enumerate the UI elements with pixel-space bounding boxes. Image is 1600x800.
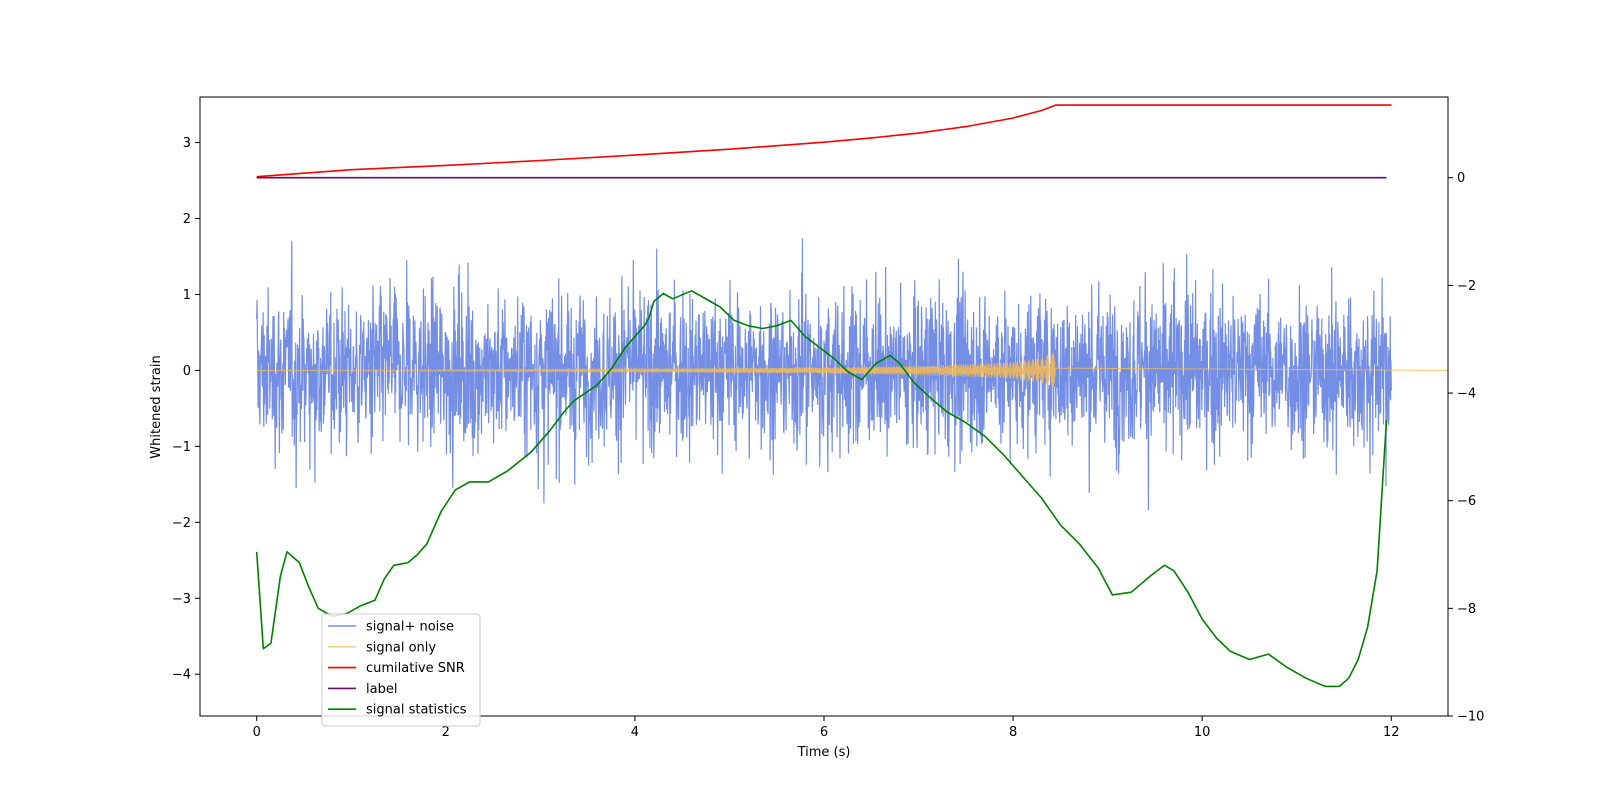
x-tick-label: 2 (442, 725, 450, 740)
y2-tick-label: −4 (1457, 387, 1476, 402)
x-tick-label: 10 (1194, 725, 1211, 740)
series-signal-only (256, 352, 1448, 389)
x-tick-label: 6 (820, 725, 828, 740)
legend-label: label (366, 682, 397, 697)
x-axis-title: Time (s) (797, 745, 851, 760)
legend-label: cumilative SNR (366, 661, 465, 676)
series-signal-statistics (255, 290, 1388, 688)
y-tick-label: −1 (172, 440, 191, 455)
y2-tick-label: −10 (1457, 710, 1484, 725)
plot-area (255, 104, 1448, 688)
y-tick-label: −2 (172, 516, 191, 531)
x-tick-label: 4 (631, 725, 639, 740)
y2-tick-label: −8 (1457, 602, 1476, 617)
series-signal-noise (256, 238, 1392, 511)
x-tick-label: 12 (1383, 725, 1400, 740)
legend: signal+ noise signal only cumilative SNR la… (321, 613, 481, 727)
y-tick-label: 2 (183, 212, 191, 227)
y-axis-title: Whitened strain (149, 355, 164, 458)
series-cumulative-snr (256, 104, 1392, 178)
x-tick-label: 0 (253, 725, 261, 740)
legend-label: signal only (366, 640, 436, 655)
y-tick-label: 3 (183, 136, 191, 151)
y2-tick-label: −2 (1457, 279, 1476, 294)
legend-label: signal+ noise (366, 620, 454, 635)
y-tick-label: −3 (172, 592, 191, 607)
legend-box (321, 613, 481, 727)
y-tick-label: −4 (172, 668, 191, 683)
y-tick-label: 1 (183, 288, 191, 303)
y2-tick-label: 0 (1457, 171, 1465, 186)
y2-tick-label: −6 (1457, 494, 1476, 509)
y-tick-label: 0 (183, 364, 191, 379)
legend-label: signal statistics (366, 703, 467, 718)
x-tick-label: 8 (1009, 725, 1017, 740)
